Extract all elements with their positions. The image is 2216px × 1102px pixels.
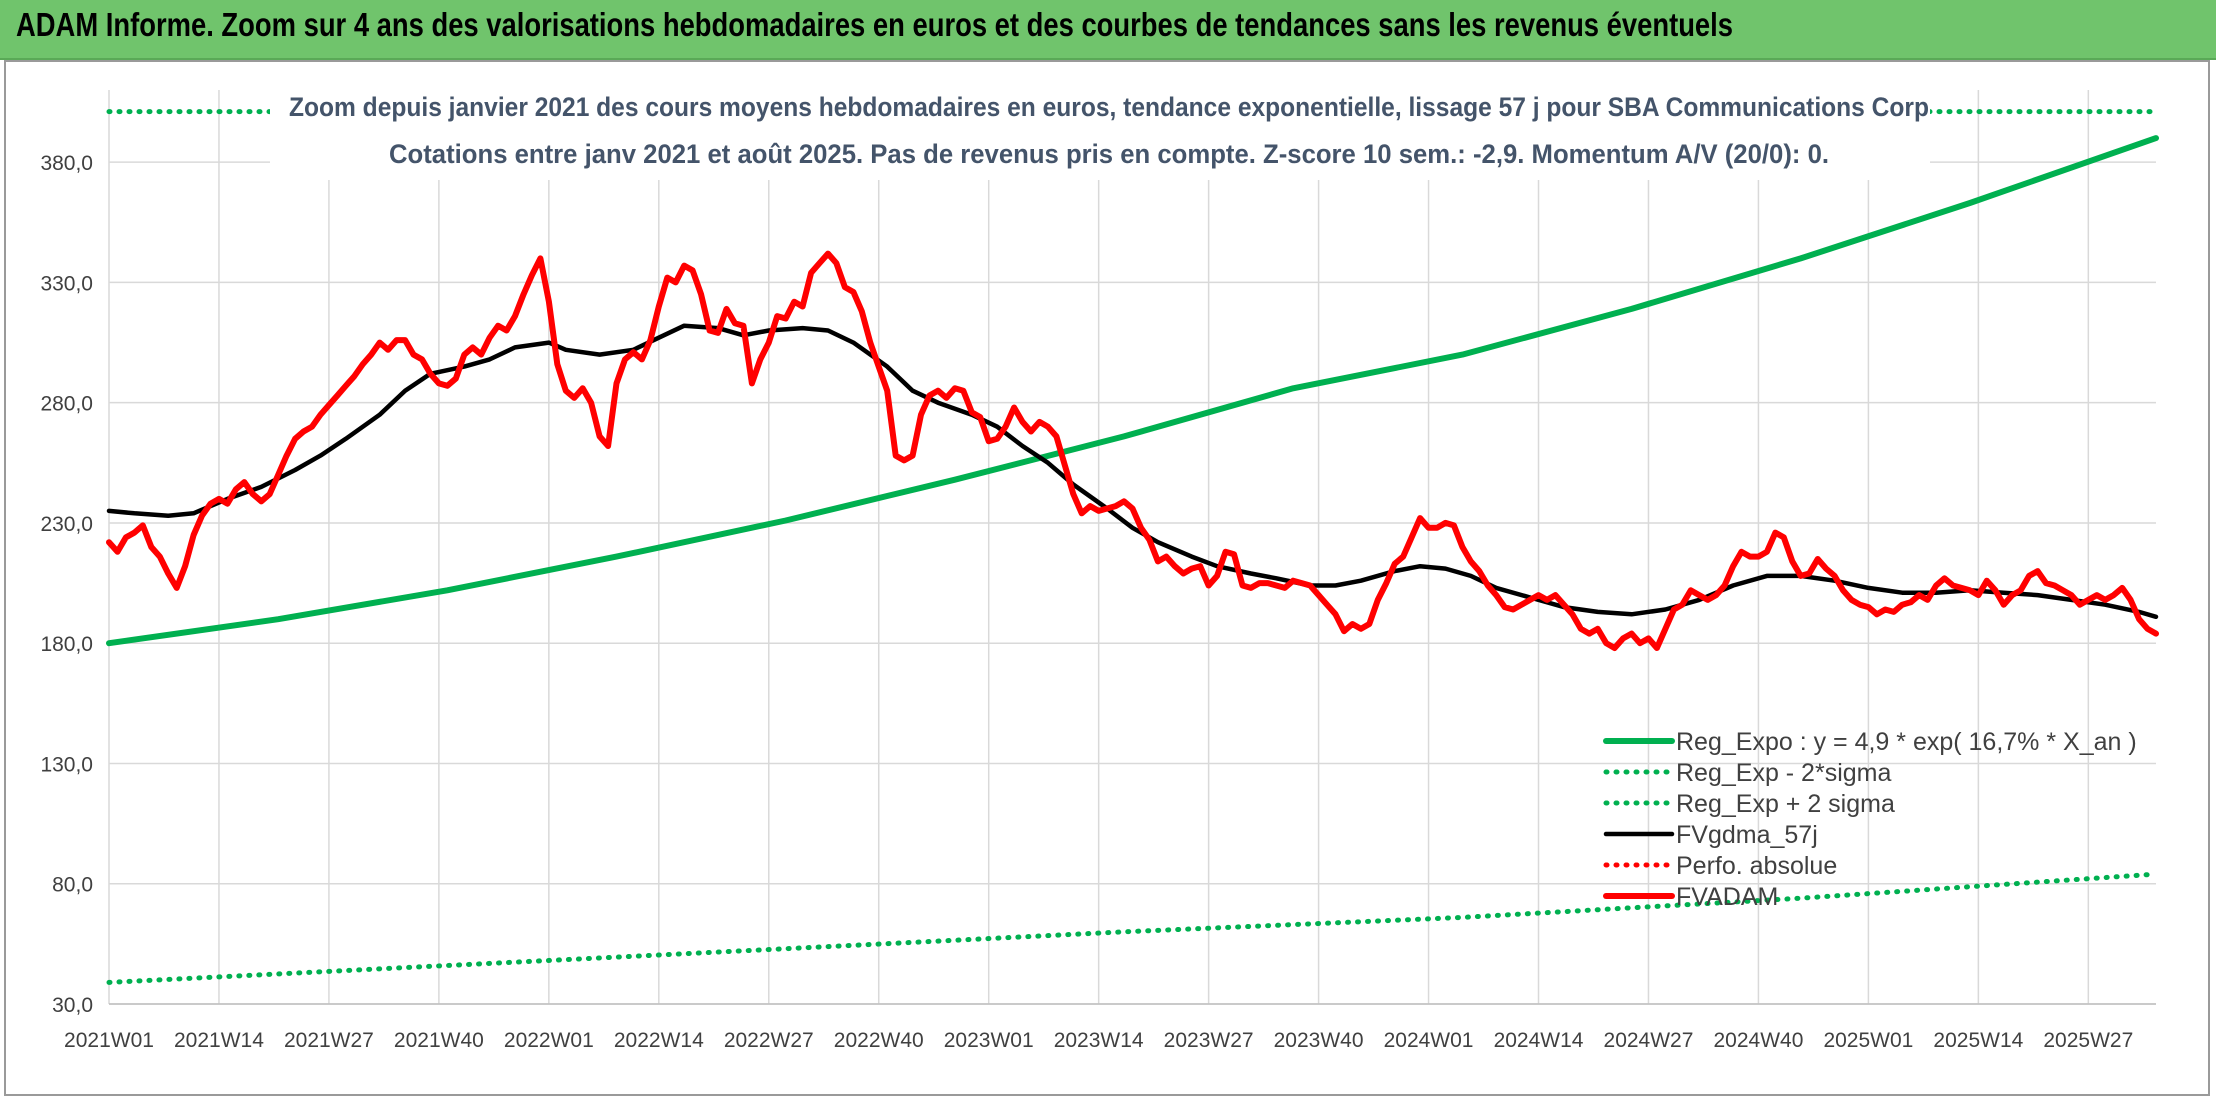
x-tick-label: 2022W01 [504,1029,594,1052]
series-layer [106,109,2159,985]
x-tick-label: 2022W27 [724,1029,814,1052]
x-tick-label: 2024W40 [1713,1029,1803,1052]
x-tick-label: 2021W14 [174,1029,264,1052]
chart-title-background [270,82,1930,180]
x-tick-label: 2024W01 [1384,1029,1474,1052]
x-tick-label: 2021W01 [64,1029,154,1052]
fvgdma-57j-series [106,323,2159,620]
x-tick-label: 2025W14 [1933,1029,2023,1052]
axis-layer: 30,0 80,0 130,0 180,0 230,0 280,0 330,0 380,0 20… [40,152,2156,1052]
report-title: ADAM Informe. Zoom sur 4 ans des valoris… [16,6,1734,43]
report-header-band [0,0,2216,60]
grid-layer [108,90,2156,1005]
y-tick-label: 380,0 [40,152,93,175]
legend-label: Perfo. absolue [1676,852,1837,880]
x-tick-label: 2022W40 [834,1029,924,1052]
reg-expo-minus-2sigma-series [106,871,2159,985]
legend: Reg_Expo : y = 4,9 * exp( 16,7% * X_an )… [1603,728,2137,911]
x-tick-label: 2021W40 [394,1029,484,1052]
reg-expo-series [106,135,2159,647]
legend-label: Reg_Exp - 2*sigma [1676,759,1891,787]
y-tick-label: 80,0 [52,874,93,897]
y-tick-label: 280,0 [40,393,93,416]
legend-label: Reg_Expo : y = 4,9 * exp( 16,7% * X_an ) [1676,728,2137,756]
x-tick-label: 2025W01 [1823,1029,1913,1052]
x-tick-label: 2023W27 [1164,1029,1254,1052]
y-tick-label: 180,0 [40,633,93,656]
fvadam-series [106,250,2159,651]
y-tick-label: 330,0 [40,272,93,295]
x-tick-label: 2024W27 [1604,1029,1694,1052]
y-tick-label: 230,0 [40,513,93,536]
x-tick-label: 2022W14 [614,1029,704,1052]
x-tick-label: 2023W01 [944,1029,1034,1052]
chart-title: Zoom depuis janvier 2021 des cours moyen… [289,92,1929,122]
x-tick-label: 2024W14 [1494,1029,1584,1052]
x-tick-label: 2025W27 [2043,1029,2133,1052]
y-tick-label: 30,0 [52,994,93,1017]
y-tick-label: 130,0 [40,753,93,776]
chart-frame [4,60,2210,1096]
legend-label: FVADAM [1676,883,1778,911]
legend-label: FVgdma_57j [1676,821,1818,849]
x-tick-label: 2021W27 [284,1029,374,1052]
legend-label: Reg_Exp + 2 sigma [1676,790,1895,818]
chart-subtitle: Cotations entre janv 2021 et août 2025. … [389,139,1829,169]
x-tick-label: 2023W40 [1274,1029,1364,1052]
x-tick-label: 2023W14 [1054,1029,1144,1052]
